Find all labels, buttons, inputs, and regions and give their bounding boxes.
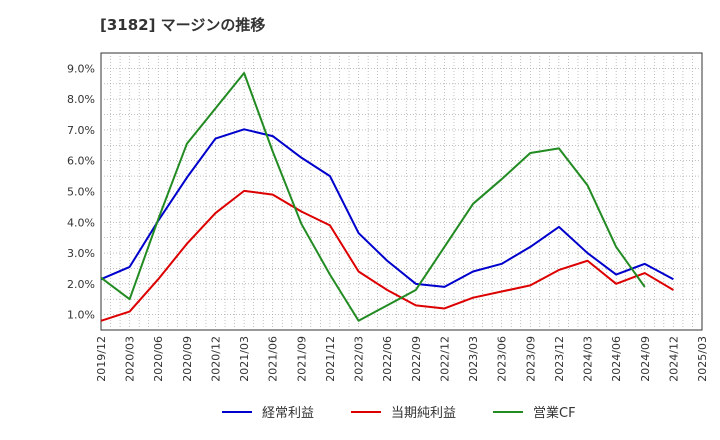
y-tick-label: 2.0% <box>67 278 95 291</box>
series-line-1 <box>100 128 674 288</box>
x-tick-label: 2020/09 <box>181 336 194 382</box>
x-tick-label: 2024/06 <box>610 336 623 382</box>
x-tick-label: 2023/12 <box>553 336 566 382</box>
x-tick-label: 2023/03 <box>467 336 480 382</box>
y-tick-label: 9.0% <box>67 62 95 75</box>
y-tick-label: 6.0% <box>67 155 95 168</box>
x-tick-label: 2022/09 <box>410 336 423 382</box>
x-tick-label: 2024/12 <box>667 336 680 382</box>
y-tick-label: 7.0% <box>67 124 95 137</box>
x-tick-label: 2021/03 <box>238 336 251 382</box>
x-tick-label: 2023/09 <box>524 336 537 382</box>
chart-title: [3182] マージンの推移 <box>100 16 266 34</box>
legend-label-1: 経常利益 <box>262 406 314 421</box>
y-tick-label: 8.0% <box>67 93 95 106</box>
x-tick-label: 2019/12 <box>95 336 108 382</box>
x-tick-label: 2023/06 <box>496 336 509 382</box>
x-tick-label: 2025/03 <box>696 336 709 382</box>
x-tick-label: 2020/03 <box>124 336 137 382</box>
y-tick-label: 4.0% <box>67 216 95 229</box>
legend-label-2: 当期純利益 <box>391 406 456 421</box>
x-tick-label: 2021/12 <box>324 336 337 382</box>
series-line-3 <box>100 72 646 322</box>
x-tick-label: 2022/12 <box>438 336 451 382</box>
x-tick-label: 2024/03 <box>582 336 595 382</box>
x-tick-label: 2022/03 <box>353 336 366 382</box>
x-tick-label: 2020/12 <box>209 336 222 382</box>
legend-label-3: 営業CF <box>533 405 576 421</box>
x-tick-label: 2024/09 <box>639 336 652 382</box>
y-tick-label: 5.0% <box>67 186 95 199</box>
y-tick-label: 3.0% <box>67 247 95 260</box>
x-tick-label: 2020/06 <box>152 336 165 382</box>
x-tick-label: 2021/06 <box>267 336 280 382</box>
x-tick-label: 2021/09 <box>295 336 308 382</box>
y-tick-label: 1.0% <box>67 309 95 322</box>
x-tick-label: 2022/06 <box>381 336 394 382</box>
series-line-2 <box>100 189 674 322</box>
